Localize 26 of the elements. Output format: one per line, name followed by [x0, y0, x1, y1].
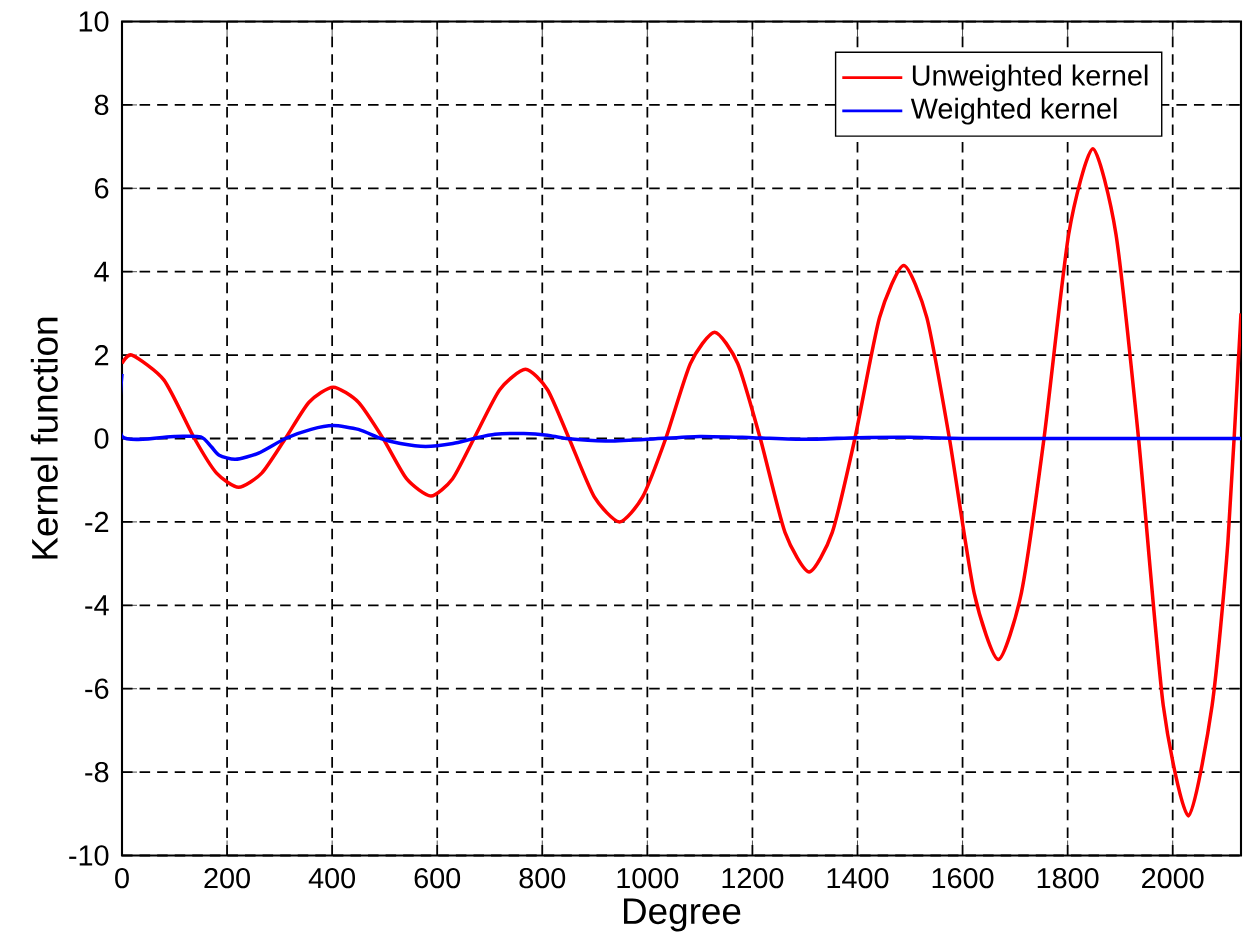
x-tick-label: 1000: [617, 867, 679, 889]
x-tick-label: 800: [519, 867, 566, 889]
x-tick-label: 600: [414, 867, 461, 889]
x-tick-label: 400: [308, 867, 356, 889]
x-tick-label: 1400: [827, 867, 889, 889]
legend-label: Weighted kernel: [910, 97, 1117, 125]
x-tick-label: 1800: [1037, 867, 1099, 889]
y-tick-label: 8: [94, 94, 109, 116]
legend-label: Unweighted kernel: [912, 64, 1148, 92]
y-tick-label: -4: [85, 595, 109, 616]
y-tick-label: -6: [85, 678, 109, 699]
x-tick-label: 0: [115, 867, 129, 889]
x-axis-title: Degree: [624, 898, 741, 932]
x-tick-label: 2000: [1142, 867, 1204, 889]
y-tick-label: 0: [94, 428, 109, 449]
y-tick-label: 4: [94, 261, 109, 282]
y-axis-title: Kernel function: [30, 317, 58, 559]
x-tick-label: 200: [204, 867, 250, 889]
y-tick-label: 6: [95, 178, 109, 199]
y-tick-label: -10: [69, 845, 109, 866]
y-tick-label: -2: [85, 511, 109, 532]
x-tick-label: 1200: [722, 867, 784, 889]
y-tick-label: 10: [79, 11, 109, 32]
y-tick-label: 2: [94, 345, 109, 366]
y-tick-label: -8: [85, 761, 109, 783]
x-tick-label: 1600: [932, 867, 994, 889]
